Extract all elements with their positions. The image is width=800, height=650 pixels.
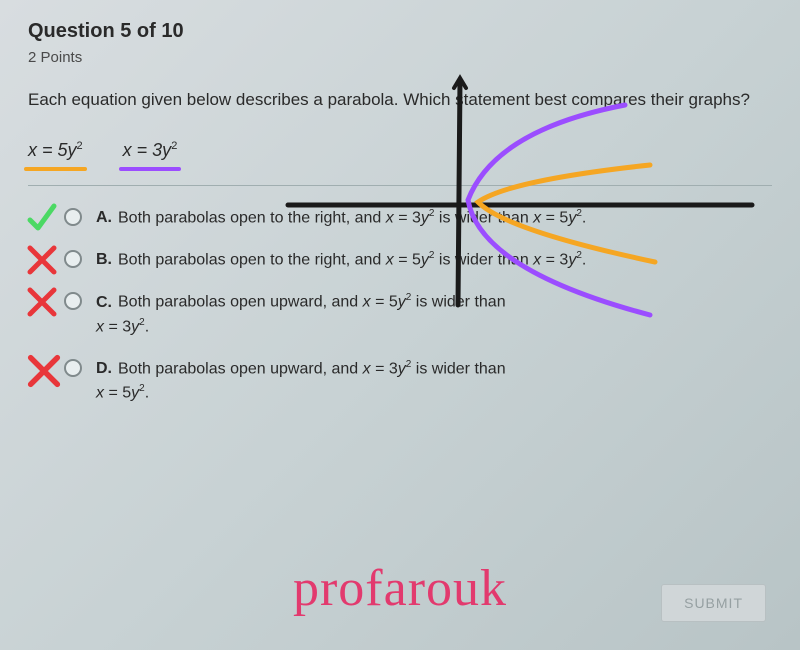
equations-row: x = 5y2 x = 3y2 [28, 140, 772, 167]
choice-c[interactable]: C.Both parabolas open upward, and x = 5y… [64, 290, 772, 339]
choice-d[interactable]: D.Both parabolas open upward, and x = 3y… [64, 357, 772, 406]
submit-button[interactable]: SUBMIT [661, 584, 766, 622]
choice-a-text: A.Both parabolas open to the right, and … [96, 206, 586, 230]
choice-a[interactable]: A.Both parabolas open to the right, and … [64, 206, 772, 230]
x-icon [24, 351, 64, 391]
x-icon [24, 242, 60, 278]
radio-d[interactable] [64, 359, 82, 377]
question-text: Each equation given below describes a pa… [28, 88, 772, 112]
question-header: Question 5 of 10 [28, 20, 772, 43]
points-label: 2 Points [28, 49, 772, 66]
choice-b[interactable]: B.Both parabolas open to the right, and … [64, 248, 772, 272]
watermark-text: profarouk [293, 559, 507, 618]
radio-a[interactable] [64, 208, 82, 226]
divider [28, 185, 772, 186]
choices-list: A.Both parabolas open to the right, and … [64, 206, 772, 406]
choice-c-text: C.Both parabolas open upward, and x = 5y… [96, 290, 506, 339]
radio-b[interactable] [64, 250, 82, 268]
choice-d-text: D.Both parabolas open upward, and x = 3y… [96, 357, 506, 406]
equation-1: x = 5y2 [28, 140, 83, 167]
choice-b-text: B.Both parabolas open to the right, and … [96, 248, 586, 272]
radio-c[interactable] [64, 292, 82, 310]
check-icon [24, 200, 60, 236]
equation-2: x = 3y2 [123, 140, 178, 167]
x-icon [24, 284, 60, 320]
